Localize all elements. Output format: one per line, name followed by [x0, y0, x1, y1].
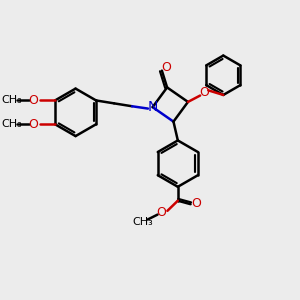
- Text: CH₃: CH₃: [1, 119, 22, 129]
- Text: O: O: [191, 197, 201, 210]
- Text: O: O: [200, 86, 209, 99]
- Text: CH₃: CH₃: [133, 218, 153, 227]
- Text: N: N: [148, 100, 158, 114]
- Text: O: O: [28, 94, 38, 107]
- Text: CH₃: CH₃: [1, 95, 22, 106]
- Text: O: O: [161, 61, 171, 74]
- Text: O: O: [28, 118, 38, 131]
- Text: O: O: [157, 206, 166, 219]
